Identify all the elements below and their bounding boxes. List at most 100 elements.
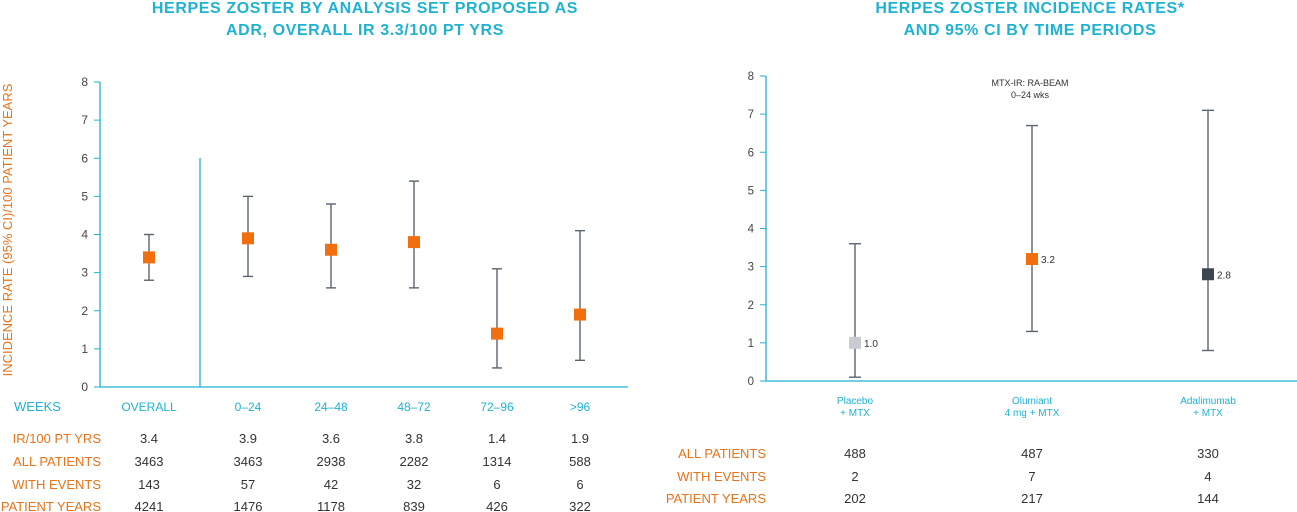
- right-chart: HERPES ZOSTER INCIDENCE RATES* AND 95% C…: [666, 0, 1297, 506]
- left-chart-table-row-label: PATIENT YEARS: [1, 499, 102, 512]
- left-chart-table-cell: 426: [486, 499, 508, 512]
- left-chart-table-cell: 32: [407, 477, 421, 492]
- right-chart-annotation-line-2: 0–24 wks: [1011, 90, 1050, 100]
- left-chart-table-row-label: ALL PATIENTS: [13, 454, 101, 469]
- left-chart-table-cell: 3463: [234, 454, 263, 469]
- left-chart-y-tick-label: 3: [81, 266, 88, 280]
- left-chart-category-label: 24–48: [314, 400, 348, 414]
- left-chart-y-tick-label: 6: [81, 151, 88, 165]
- left-chart-categories: OVERALL 0–24 24–48 48–72 72–96 >96: [121, 400, 590, 414]
- left-chart-category-label: 72–96: [480, 400, 514, 414]
- left-chart-table-cell: 839: [403, 499, 425, 512]
- left-chart-rate-marker: [574, 308, 586, 321]
- left-chart-table-cell: 3.8: [405, 431, 423, 446]
- right-chart-y-tick-label: 2: [748, 300, 754, 312]
- right-chart-table-cell: 217: [1021, 491, 1043, 506]
- right-chart-annotation-line-1: MTX-IR: RA-BEAM: [991, 78, 1068, 88]
- right-chart-category-label: Adalimumab: [1180, 396, 1236, 407]
- right-chart-category-label: Olumiant: [1012, 396, 1052, 407]
- right-chart-marks: 1.0 3.2 2.8: [849, 109, 1231, 378]
- right-chart-y-tick-label: 0: [748, 376, 754, 388]
- left-chart-rate-marker: [143, 251, 155, 264]
- left-chart-table-cell: 1314: [483, 454, 512, 469]
- left-chart-y-tick-label: 7: [81, 113, 88, 127]
- right-chart-table-row-label: ALL PATIENTS: [678, 446, 766, 461]
- right-chart-table-cell: 488: [844, 446, 866, 461]
- left-chart-rate-marker: [491, 327, 503, 340]
- left-chart-table-cell: 588: [569, 454, 591, 469]
- left-chart-table-cell: 2938: [317, 454, 346, 469]
- right-chart-table-row-label: WITH EVENTS: [677, 469, 766, 484]
- right-chart-table-cell: 2: [851, 469, 858, 484]
- right-chart-y-tick-label: 7: [748, 109, 754, 121]
- right-chart-rate-label: 2.8: [1217, 270, 1231, 281]
- right-chart-y-tick-label: 3: [748, 262, 754, 274]
- left-chart-table-cell: 2282: [400, 454, 429, 469]
- right-chart-table-cell: 7: [1028, 469, 1035, 484]
- left-chart-table-cell: 6: [576, 477, 583, 492]
- left-chart-table-cell: 3.9: [239, 431, 257, 446]
- left-chart-table-cell: 3.4: [140, 431, 158, 446]
- left-chart-table: IR/100 PT YRS 3.4 3.9 3.6 3.8 1.4 1.9 ALL PATIE…: [1, 431, 591, 512]
- left-chart-table-cell: 6: [493, 477, 500, 492]
- left-chart-table-row-label: IR/100 PT YRS: [13, 431, 102, 446]
- right-chart-y-tick-label: 8: [748, 71, 754, 83]
- left-chart-table-cell: 1.4: [488, 431, 506, 446]
- right-chart-title-line-2: AND 95% CI BY TIME PERIODS: [904, 22, 1157, 39]
- left-chart-table-cell: 3.6: [322, 431, 340, 446]
- right-chart-y-tick-label: 4: [748, 224, 755, 236]
- left-chart-rate-marker: [325, 243, 337, 256]
- left-chart-table-cell: 1178: [317, 499, 345, 512]
- right-chart-table-cell: 144: [1197, 491, 1219, 506]
- right-chart-category-label: Placebo: [837, 396, 874, 407]
- left-chart-title-line-1: HERPES ZOSTER BY ANALYSIS SET PROPOSED A…: [152, 0, 578, 17]
- right-chart-axes: [765, 76, 1297, 382]
- right-chart-category-label: + MTX: [840, 408, 870, 419]
- right-chart-table-cell: 330: [1197, 446, 1219, 461]
- left-chart-table-cell: 3463: [135, 454, 164, 469]
- left-chart-marks: [143, 180, 586, 369]
- left-chart-title-line-2: ADR, OVERALL IR 3.3/100 PT YRS: [226, 22, 504, 39]
- right-chart-table-cell: 202: [844, 491, 866, 506]
- right-chart-y-tick-label: 6: [748, 147, 754, 159]
- left-chart-category-label: OVERALL: [121, 400, 177, 414]
- left-chart-y-tick-label: 1: [81, 342, 88, 356]
- right-chart-table-row-label: PATIENT YEARS: [666, 491, 767, 506]
- left-chart-table-cell: 143: [138, 477, 160, 492]
- left-chart-category-label: 0–24: [235, 400, 262, 414]
- left-chart-category-label: 48–72: [397, 400, 431, 414]
- left-chart: HERPES ZOSTER BY ANALYSIS SET PROPOSED A…: [0, 0, 628, 512]
- right-chart-table: ALL PATIENTS 488 487 330 WITH EVENTS 2 7 4 PATIE…: [666, 446, 1219, 506]
- right-chart-table-cell: 487: [1021, 446, 1043, 461]
- left-chart-y-tick-label: 5: [81, 189, 88, 203]
- left-chart-table-cell: 1.9: [571, 431, 589, 446]
- right-chart-rate-marker: [1026, 253, 1038, 265]
- left-chart-y-tick-label: 2: [81, 304, 88, 318]
- right-chart-y-tick-label: 1: [748, 338, 754, 350]
- left-chart-y-tick-label: 8: [81, 75, 88, 89]
- left-chart-y-tick-label: 0: [81, 380, 88, 394]
- left-chart-y-tick-label: 4: [81, 228, 88, 242]
- right-chart-table-cell: 4: [1204, 469, 1211, 484]
- left-chart-y-axis-label: INCIDENCE RATE (95% CI)/100 PATIENT YEAR…: [0, 83, 15, 376]
- right-chart-y-tick-label: 5: [748, 185, 754, 197]
- right-chart-title-line-1: HERPES ZOSTER INCIDENCE RATES*: [875, 0, 1184, 17]
- left-chart-table-cell: 322: [569, 499, 591, 512]
- right-chart-category-label: + MTX: [1193, 408, 1223, 419]
- left-chart-table-cell: 4241: [135, 499, 164, 512]
- left-chart-axes: [99, 82, 628, 388]
- left-chart-rate-marker: [408, 236, 420, 249]
- left-chart-table-cell: 42: [324, 477, 338, 492]
- left-chart-table-row-label: WITH EVENTS: [12, 477, 101, 492]
- left-chart-y-ticks: 0 1 2 3 4 5 6 7 8: [81, 75, 100, 394]
- left-chart-category-label: >96: [570, 400, 591, 414]
- left-chart-weeks-label: WEEKS: [14, 399, 61, 414]
- right-chart-rate-marker: [1202, 268, 1214, 281]
- right-chart-rate-label: 3.2: [1041, 255, 1055, 266]
- right-chart-rate-label: 1.0: [864, 339, 878, 350]
- right-chart-rate-marker: [849, 336, 861, 349]
- left-chart-table-cell: 57: [241, 477, 255, 492]
- right-chart-category-label: 4 mg + MTX: [1005, 408, 1060, 419]
